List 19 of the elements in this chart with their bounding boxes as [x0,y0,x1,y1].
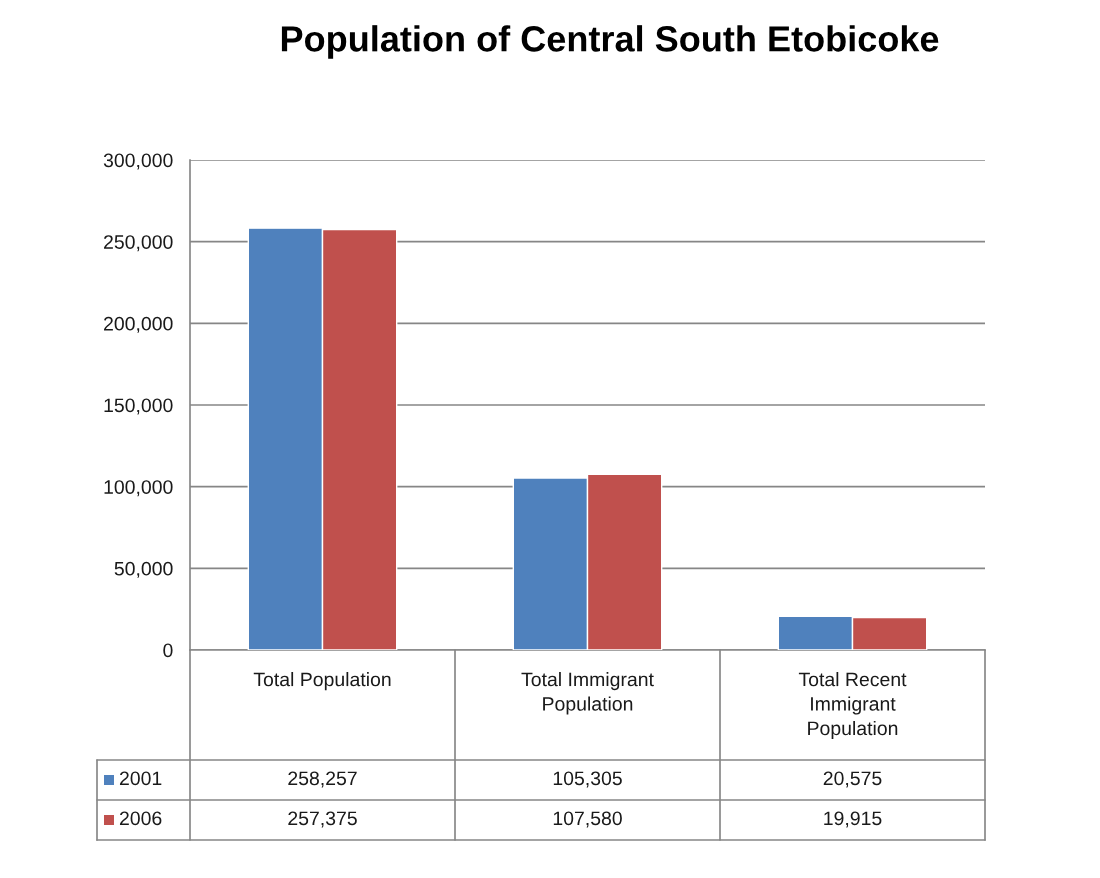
y-tick-label: 250,000 [104,235,173,252]
data-label: 258,257 [288,771,357,788]
y-tick-label: 100,000 [104,480,173,497]
x-tick-label: Total Population [253,672,391,691]
data-label: 20,575 [823,771,882,788]
data-label: 19,915 [824,811,882,828]
legend-label: 2001 [119,771,162,786]
y-tick-label: 300,000 [103,153,173,170]
data-label: 257,375 [288,811,357,828]
y-tick-label: 50,000 [114,561,173,578]
y-tick-label: 200,000 [104,316,173,333]
data-label: 105,305 [553,771,622,788]
y-tick-label: 0 [163,643,173,658]
data-label: 107,580 [553,811,622,828]
legend-label: 2006 [119,811,162,826]
chart-title: Population of Central South Etobicoke [281,25,939,59]
x-tick-label: Total Immigrant Population [521,672,654,715]
y-tick-label: 150,000 [104,398,173,415]
x-tick-label: Total Recent Immigrant Population [798,672,907,740]
